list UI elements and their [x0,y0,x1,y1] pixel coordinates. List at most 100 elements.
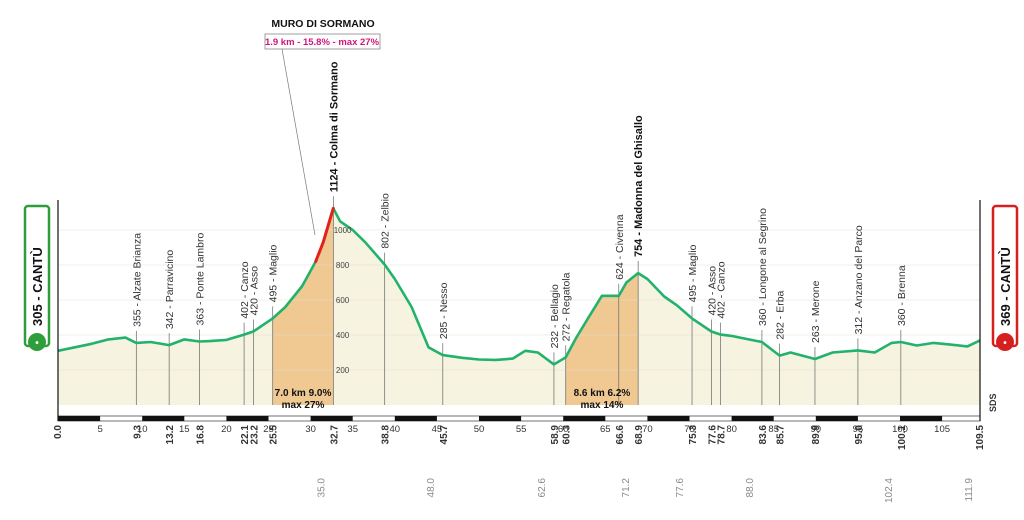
x-tick-label: 70 [642,424,653,435]
waypoint-label: 495 - Maglio [268,244,280,302]
y-tick-label-400: 400 [336,331,350,340]
km-label: 100.1 [897,425,908,450]
waypoint-label: 402 - Canzo [716,261,728,318]
waypoint-label: 263 - Merone [810,280,822,343]
waypoint-label: 1124 - Colma di Sormano [328,61,340,192]
km-label-finish-secondary: 111.9 [964,478,975,502]
waypoint-label: 420 - Asso [706,266,718,316]
waypoint-label: 355 - Alzate Brianza [131,233,143,327]
km-axis-segment [142,416,185,421]
waypoint-label: 360 - Longone al Segrino [757,208,769,326]
x-tick-label: 5 [97,424,102,435]
x-tick-label: 50 [474,424,485,435]
km-label-secondary: 88.0 [745,478,756,498]
waypoint-label: 754 - Madonna del Ghisallo [633,115,645,257]
y-tick-label-200: 200 [336,366,350,375]
x-tick-label: 20 [221,424,232,435]
km-label: 23.2 [249,425,260,445]
finish-city-badge-label: 369 - CANTÙ [998,247,1013,326]
waypoint-label: 232 - Bellagio [549,284,561,348]
sds-mark: SDS [988,393,998,412]
km-label: 95.0 [854,425,865,445]
x-tick-label: 30 [305,424,316,435]
callout-leader [281,48,316,236]
callout-box [264,33,381,50]
waypoint-label: 420 - Asso [248,266,260,316]
y-tick-label-800: 800 [336,261,350,270]
x-tick-label: 90 [811,424,822,435]
km-label: 85.7 [776,425,787,445]
km-label: 32.7 [329,425,340,445]
km-label-secondary: 48.0 [426,478,437,498]
waypoint-label: 312 - Anzano del Parco [853,225,865,334]
y-tick-label-600: 600 [336,296,350,305]
km-axis-segment [731,416,774,421]
callout-title: MURO DI SORMANO [271,18,374,30]
km-label-finish: 109.5 [975,425,986,450]
x-tick-label: 35 [347,424,358,435]
km-axis-segment [394,416,437,421]
km-axis-segment [58,416,101,421]
start-city-badge-label: 305 - CANTÙ [30,247,45,326]
km-axis-segment [563,416,606,421]
waypoint-label: 624 - Civenna [614,214,626,280]
km-label: 89.9 [811,425,822,445]
x-tick-label: 75 [684,424,695,435]
km-label: 68.9 [634,425,645,445]
callout-subtitle: 1.9 km - 15.8% - max 27% [265,37,380,48]
finish-city-badge-bike-icon [996,333,1014,351]
km-axis-segment [900,416,943,421]
waypoint-label: 802 - Zelbio [380,193,392,249]
km-label: 9.3 [132,425,143,439]
km-label: 77.6 [707,425,718,445]
waypoint-label: 282 - Erba [775,290,787,339]
climb-info-line2: max 27% [282,400,325,411]
km-label: 25.5 [269,425,280,445]
elevation-line [57,207,981,366]
finish-city-badge: 369 - CANTÙ • [991,204,1019,351]
x-tick-label: 15 [179,424,190,435]
km-label: 66.6 [615,425,626,445]
km-label-secondary: 71.2 [621,478,632,498]
x-tick-label: 45 [432,424,443,435]
climb-info-line1: 8.6 km 6.2% [574,388,631,399]
km-label-secondary: 62.6 [537,478,548,498]
km-label: 16.8 [195,425,206,445]
x-tick-label: 105 [934,424,950,435]
waypoint-label: 342 - Parravicino [164,250,176,330]
km-axis-segment [479,416,522,421]
km-label: 60.3 [562,425,573,445]
km-label-start: 0.0 [53,425,64,439]
km-label: 38.8 [381,425,392,445]
km-label: 13.2 [165,425,176,445]
muro-steep-segment [314,206,335,263]
x-tick-label: 60 [558,424,569,435]
waypoint-label: 402 - Canzo [239,261,251,318]
start-city-badge: 305 - CANTÙ • [23,204,51,351]
start-city-badge-bike-icon [28,333,46,351]
km-axis-segment [647,416,690,421]
km-label-secondary: 35.0 [316,478,327,498]
km-label: 58.9 [550,425,561,445]
km-label: 83.6 [758,425,769,445]
km-label: 22.1 [240,425,251,445]
km-label: 75.3 [688,425,699,445]
climb-area-2 [565,273,639,405]
y-tick-label-1000: 1000 [334,226,352,235]
x-tick-label: 85 [768,424,779,435]
x-tick-label: 65 [600,424,611,435]
km-axis-segment [815,416,858,421]
x-tick-label: 25 [263,424,274,435]
km-label-secondary: 102.4 [884,478,895,503]
climb-info-line1: 7.0 km 9.0% [275,388,332,399]
km-label: 78.7 [717,425,728,445]
x-tick-label: 40 [390,424,401,435]
km-axis-segment [226,416,269,421]
climb-info-line2: max 14% [581,400,624,411]
x-tick-label: 55 [516,424,527,435]
km-axis-segment [310,416,353,421]
x-tick-label: 100 [892,424,908,435]
waypoint-label: 360 - Brenna [896,265,908,326]
